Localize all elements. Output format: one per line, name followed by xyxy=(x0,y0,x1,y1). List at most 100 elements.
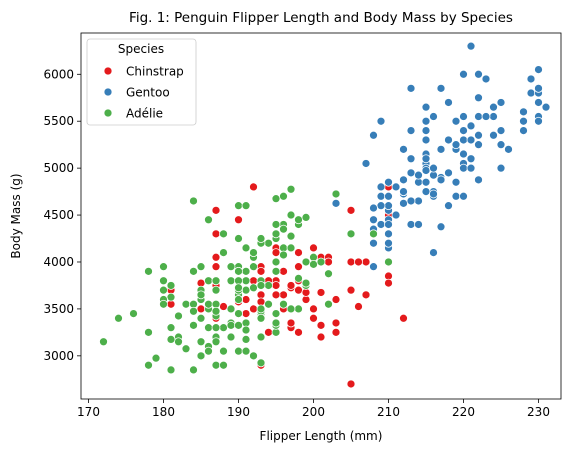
data-point xyxy=(309,304,318,314)
data-point xyxy=(354,257,363,267)
data-point xyxy=(384,257,393,267)
data-point xyxy=(459,135,468,145)
data-point xyxy=(226,262,236,272)
data-point xyxy=(294,274,303,283)
data-point xyxy=(241,346,251,356)
data-point xyxy=(436,83,446,93)
data-point xyxy=(294,304,303,314)
data-point xyxy=(256,358,266,368)
data-point xyxy=(249,351,258,361)
data-point xyxy=(211,252,221,262)
data-point xyxy=(429,248,438,257)
data-point xyxy=(474,130,483,140)
data-point xyxy=(474,112,483,121)
data-point xyxy=(459,126,468,135)
data-point xyxy=(189,320,198,330)
data-point xyxy=(196,262,206,272)
data-point xyxy=(526,74,536,84)
data-point xyxy=(391,210,401,220)
data-point xyxy=(526,88,536,98)
data-point xyxy=(279,299,288,309)
data-point xyxy=(466,121,476,131)
data-point xyxy=(286,210,296,220)
data-point xyxy=(204,346,213,356)
data-point xyxy=(166,335,176,344)
data-point xyxy=(166,323,176,333)
data-point xyxy=(399,313,408,323)
data-point xyxy=(406,83,416,93)
data-point xyxy=(384,191,393,201)
data-point xyxy=(459,163,468,173)
y-tick-label: 3500 xyxy=(43,302,74,316)
plot-frame xyxy=(80,32,562,400)
data-point xyxy=(211,285,221,295)
data-point xyxy=(241,295,251,304)
data-point xyxy=(406,196,416,206)
data-point xyxy=(376,182,386,192)
data-point xyxy=(361,159,371,168)
data-point xyxy=(196,290,206,300)
data-point xyxy=(144,360,153,370)
y-tick-label: 5000 xyxy=(43,161,74,175)
data-point xyxy=(271,281,281,290)
data-point xyxy=(256,313,266,323)
data-point xyxy=(496,126,506,135)
data-point xyxy=(346,379,356,389)
series-1 xyxy=(331,41,551,272)
data-point xyxy=(421,102,431,112)
data-point xyxy=(369,262,378,272)
data-point xyxy=(166,292,176,302)
data-point xyxy=(459,191,468,201)
legend-title: Species xyxy=(118,42,164,56)
data-point xyxy=(331,189,341,199)
data-point xyxy=(234,283,243,293)
chart-title: Fig. 1: Penguin Flipper Length and Body … xyxy=(129,10,513,26)
y-tick-label: 5500 xyxy=(43,114,74,128)
data-point xyxy=(204,299,213,309)
data-point xyxy=(204,276,213,286)
data-point xyxy=(369,130,378,140)
data-point xyxy=(324,269,333,279)
data-point xyxy=(279,266,288,276)
x-tick-label: 180 xyxy=(152,405,175,419)
data-point xyxy=(249,182,258,192)
data-point xyxy=(211,276,221,286)
data-point xyxy=(519,107,528,117)
data-point xyxy=(234,215,243,225)
data-point xyxy=(226,276,236,286)
data-point xyxy=(196,351,206,361)
data-point xyxy=(234,266,243,276)
data-point xyxy=(309,243,318,253)
data-point xyxy=(309,313,318,323)
y-tick-label: 4500 xyxy=(43,208,74,222)
data-point xyxy=(346,229,356,239)
data-point xyxy=(406,168,416,178)
data-point xyxy=(459,149,468,159)
data-point xyxy=(279,224,288,234)
data-point xyxy=(159,262,168,272)
y-tick-label: 4000 xyxy=(43,255,74,269)
data-point xyxy=(369,215,378,225)
data-point xyxy=(451,116,461,126)
data-point xyxy=(466,135,476,145)
data-point xyxy=(294,248,303,257)
data-point xyxy=(241,285,251,295)
data-point xyxy=(129,309,138,318)
x-tick-label: 210 xyxy=(377,405,400,419)
data-point xyxy=(369,238,378,248)
data-point xyxy=(286,281,296,290)
data-point xyxy=(309,259,318,269)
legend-entry-label: Gentoo xyxy=(126,86,170,100)
data-point xyxy=(271,248,281,257)
data-point xyxy=(241,325,251,335)
data-point xyxy=(264,281,273,290)
data-point xyxy=(144,327,153,337)
data-point xyxy=(211,337,221,347)
data-point xyxy=(421,135,431,145)
data-point xyxy=(421,154,431,164)
data-point xyxy=(369,203,378,213)
data-point xyxy=(346,205,356,215)
data-point xyxy=(369,229,378,239)
data-point xyxy=(406,154,416,164)
data-point xyxy=(354,302,363,311)
